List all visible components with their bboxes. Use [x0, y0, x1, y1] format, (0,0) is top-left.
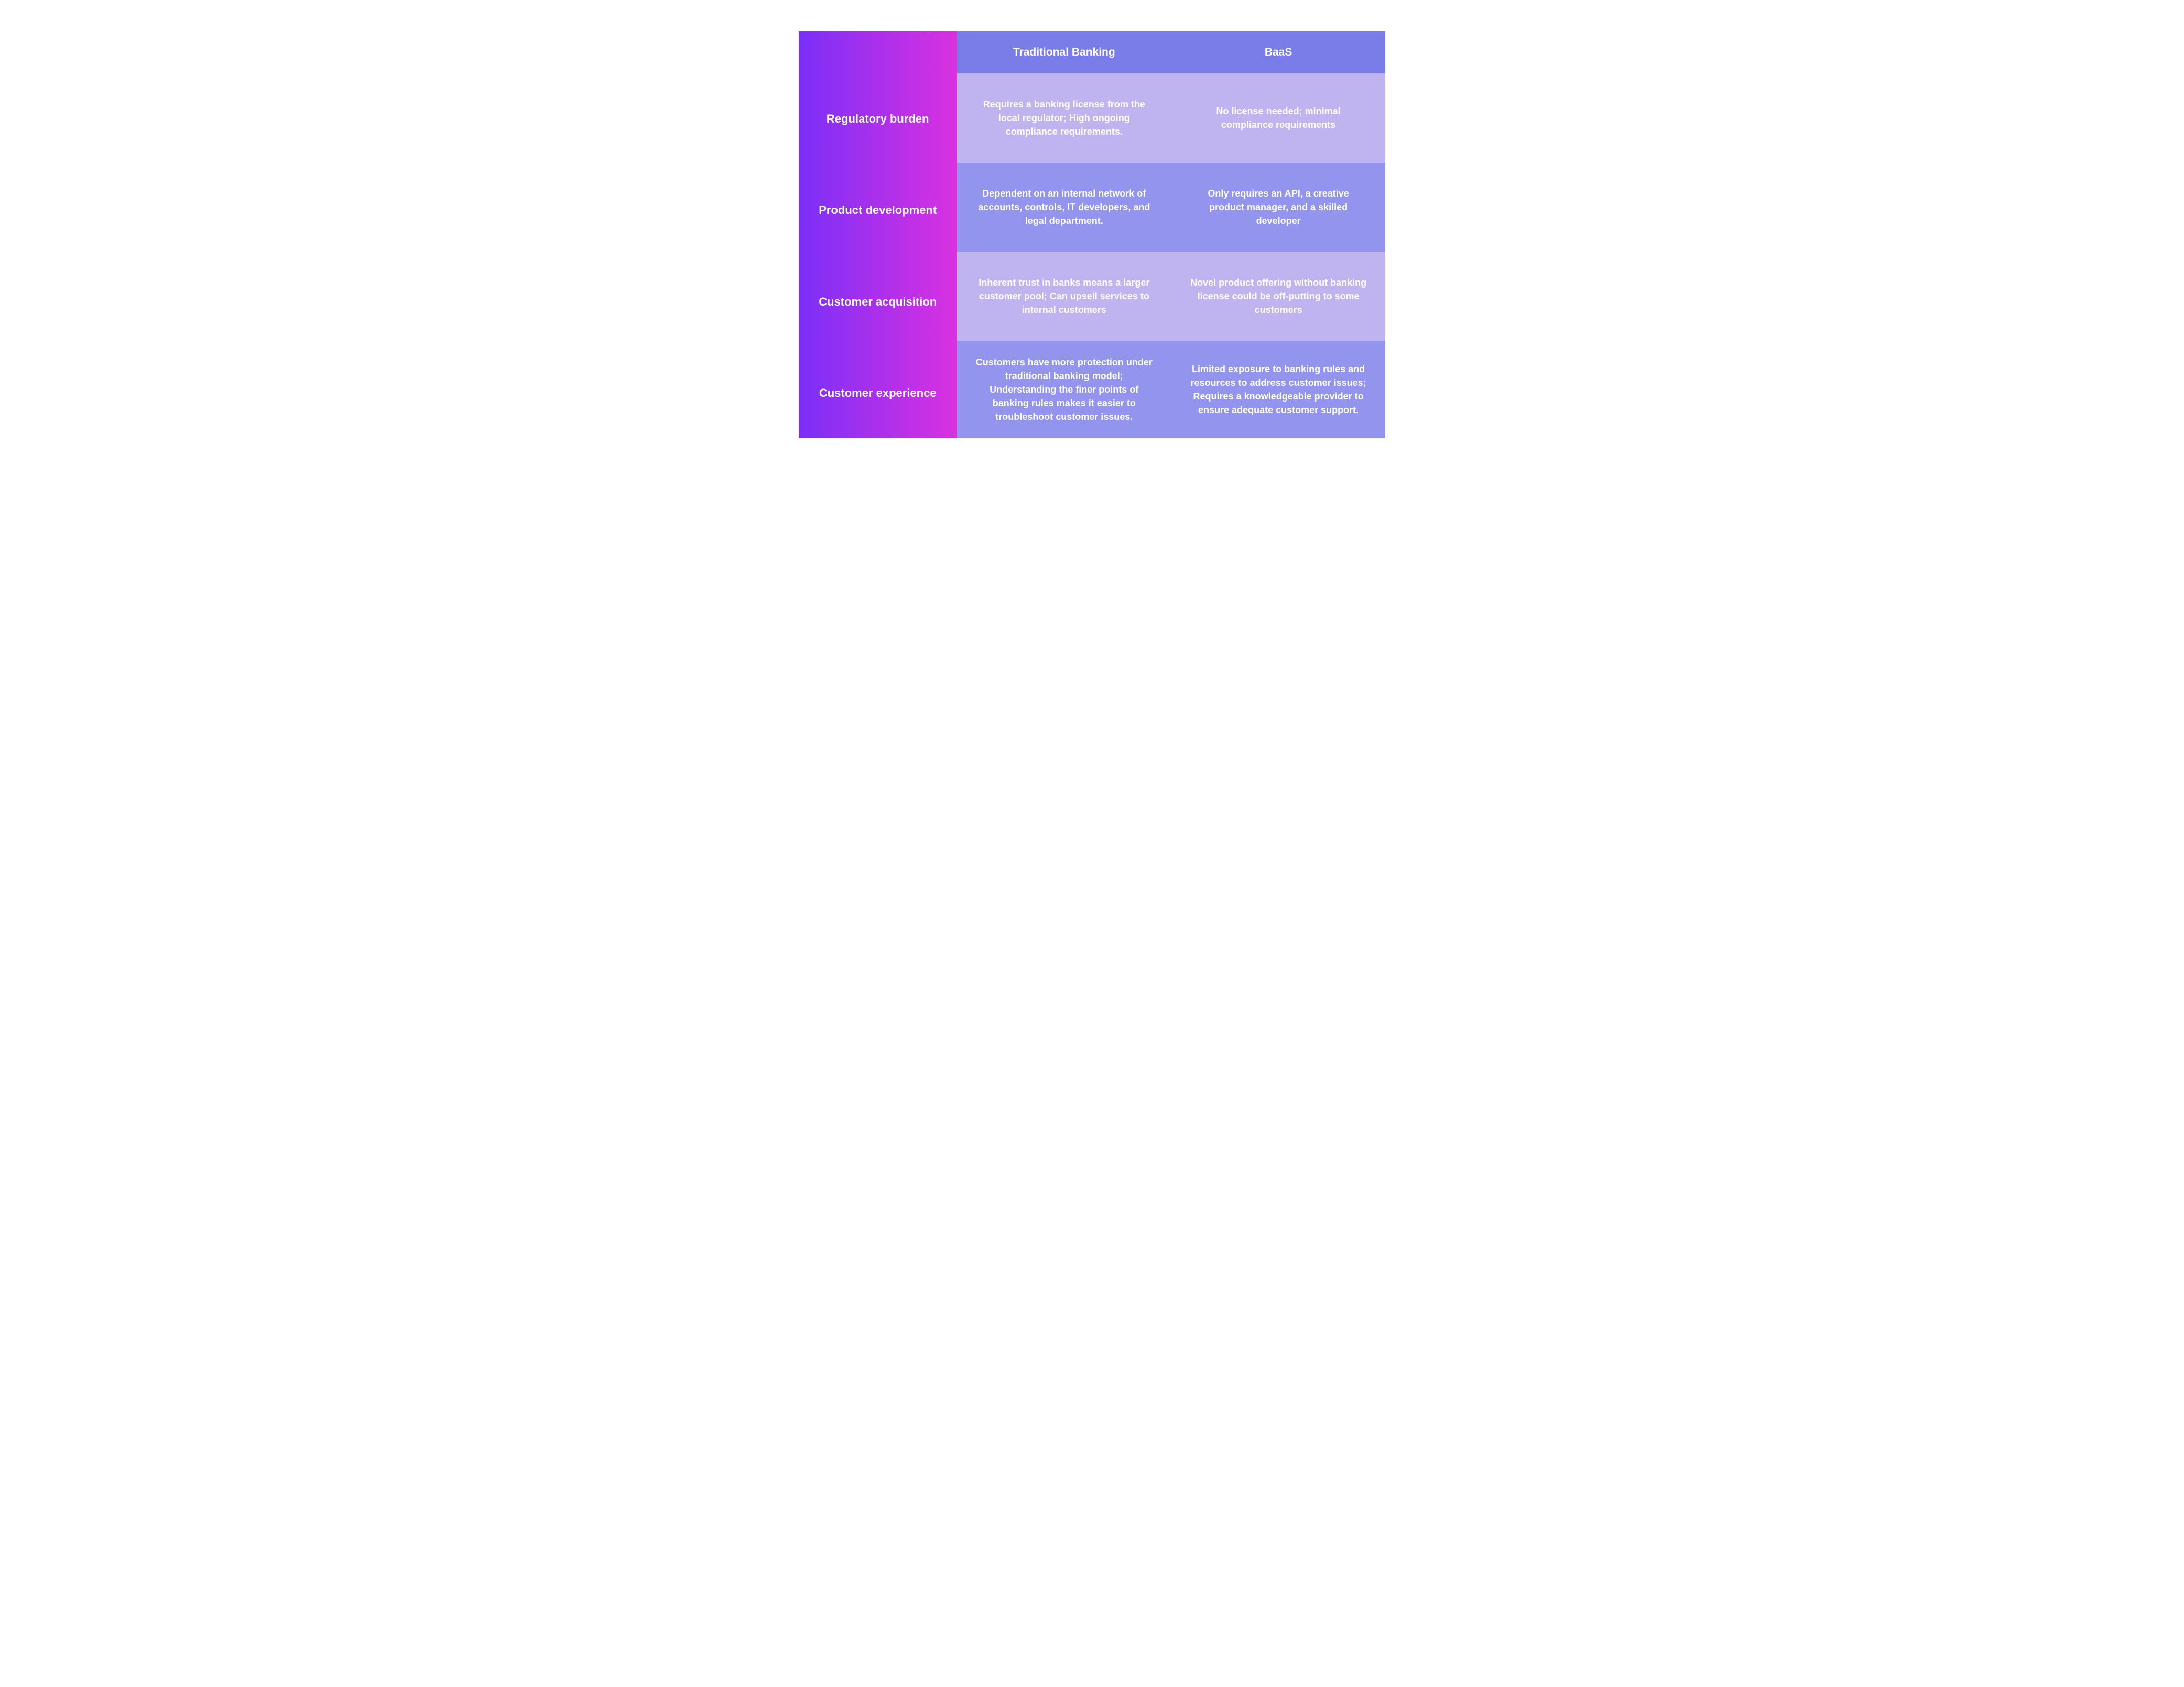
col-header-traditional: Traditional Banking — [957, 31, 1171, 73]
cell-acquisition-traditional: Inherent trust in banks means a larger c… — [957, 252, 1171, 341]
row-header-acquisition: Customer acquisition — [799, 256, 957, 347]
cell-acquisition-baas: Novel product offering without banking l… — [1171, 252, 1386, 341]
comparison-table: Regulatory burden Product development Cu… — [799, 31, 1386, 438]
row-header-column: Regulatory burden Product development Cu… — [799, 31, 957, 438]
cell-product-traditional: Dependent on an internal network of acco… — [957, 163, 1171, 252]
cell-regulatory-traditional: Requires a banking license from the loca… — [957, 73, 1171, 163]
cell-regulatory-baas: No license needed; minimal compliance re… — [1171, 73, 1386, 163]
row-header-experience: Customer experience — [799, 347, 957, 438]
cell-product-baas: Only requires an API, a creative product… — [1171, 163, 1386, 252]
col-header-baas: BaaS — [1171, 31, 1386, 73]
cell-experience-traditional: Customers have more protection under tra… — [957, 341, 1171, 438]
row-header-product: Product development — [799, 165, 957, 256]
cell-experience-baas: Limited exposure to banking rules and re… — [1171, 341, 1386, 438]
top-left-blank — [799, 31, 957, 73]
row-header-regulatory: Regulatory burden — [799, 73, 957, 165]
